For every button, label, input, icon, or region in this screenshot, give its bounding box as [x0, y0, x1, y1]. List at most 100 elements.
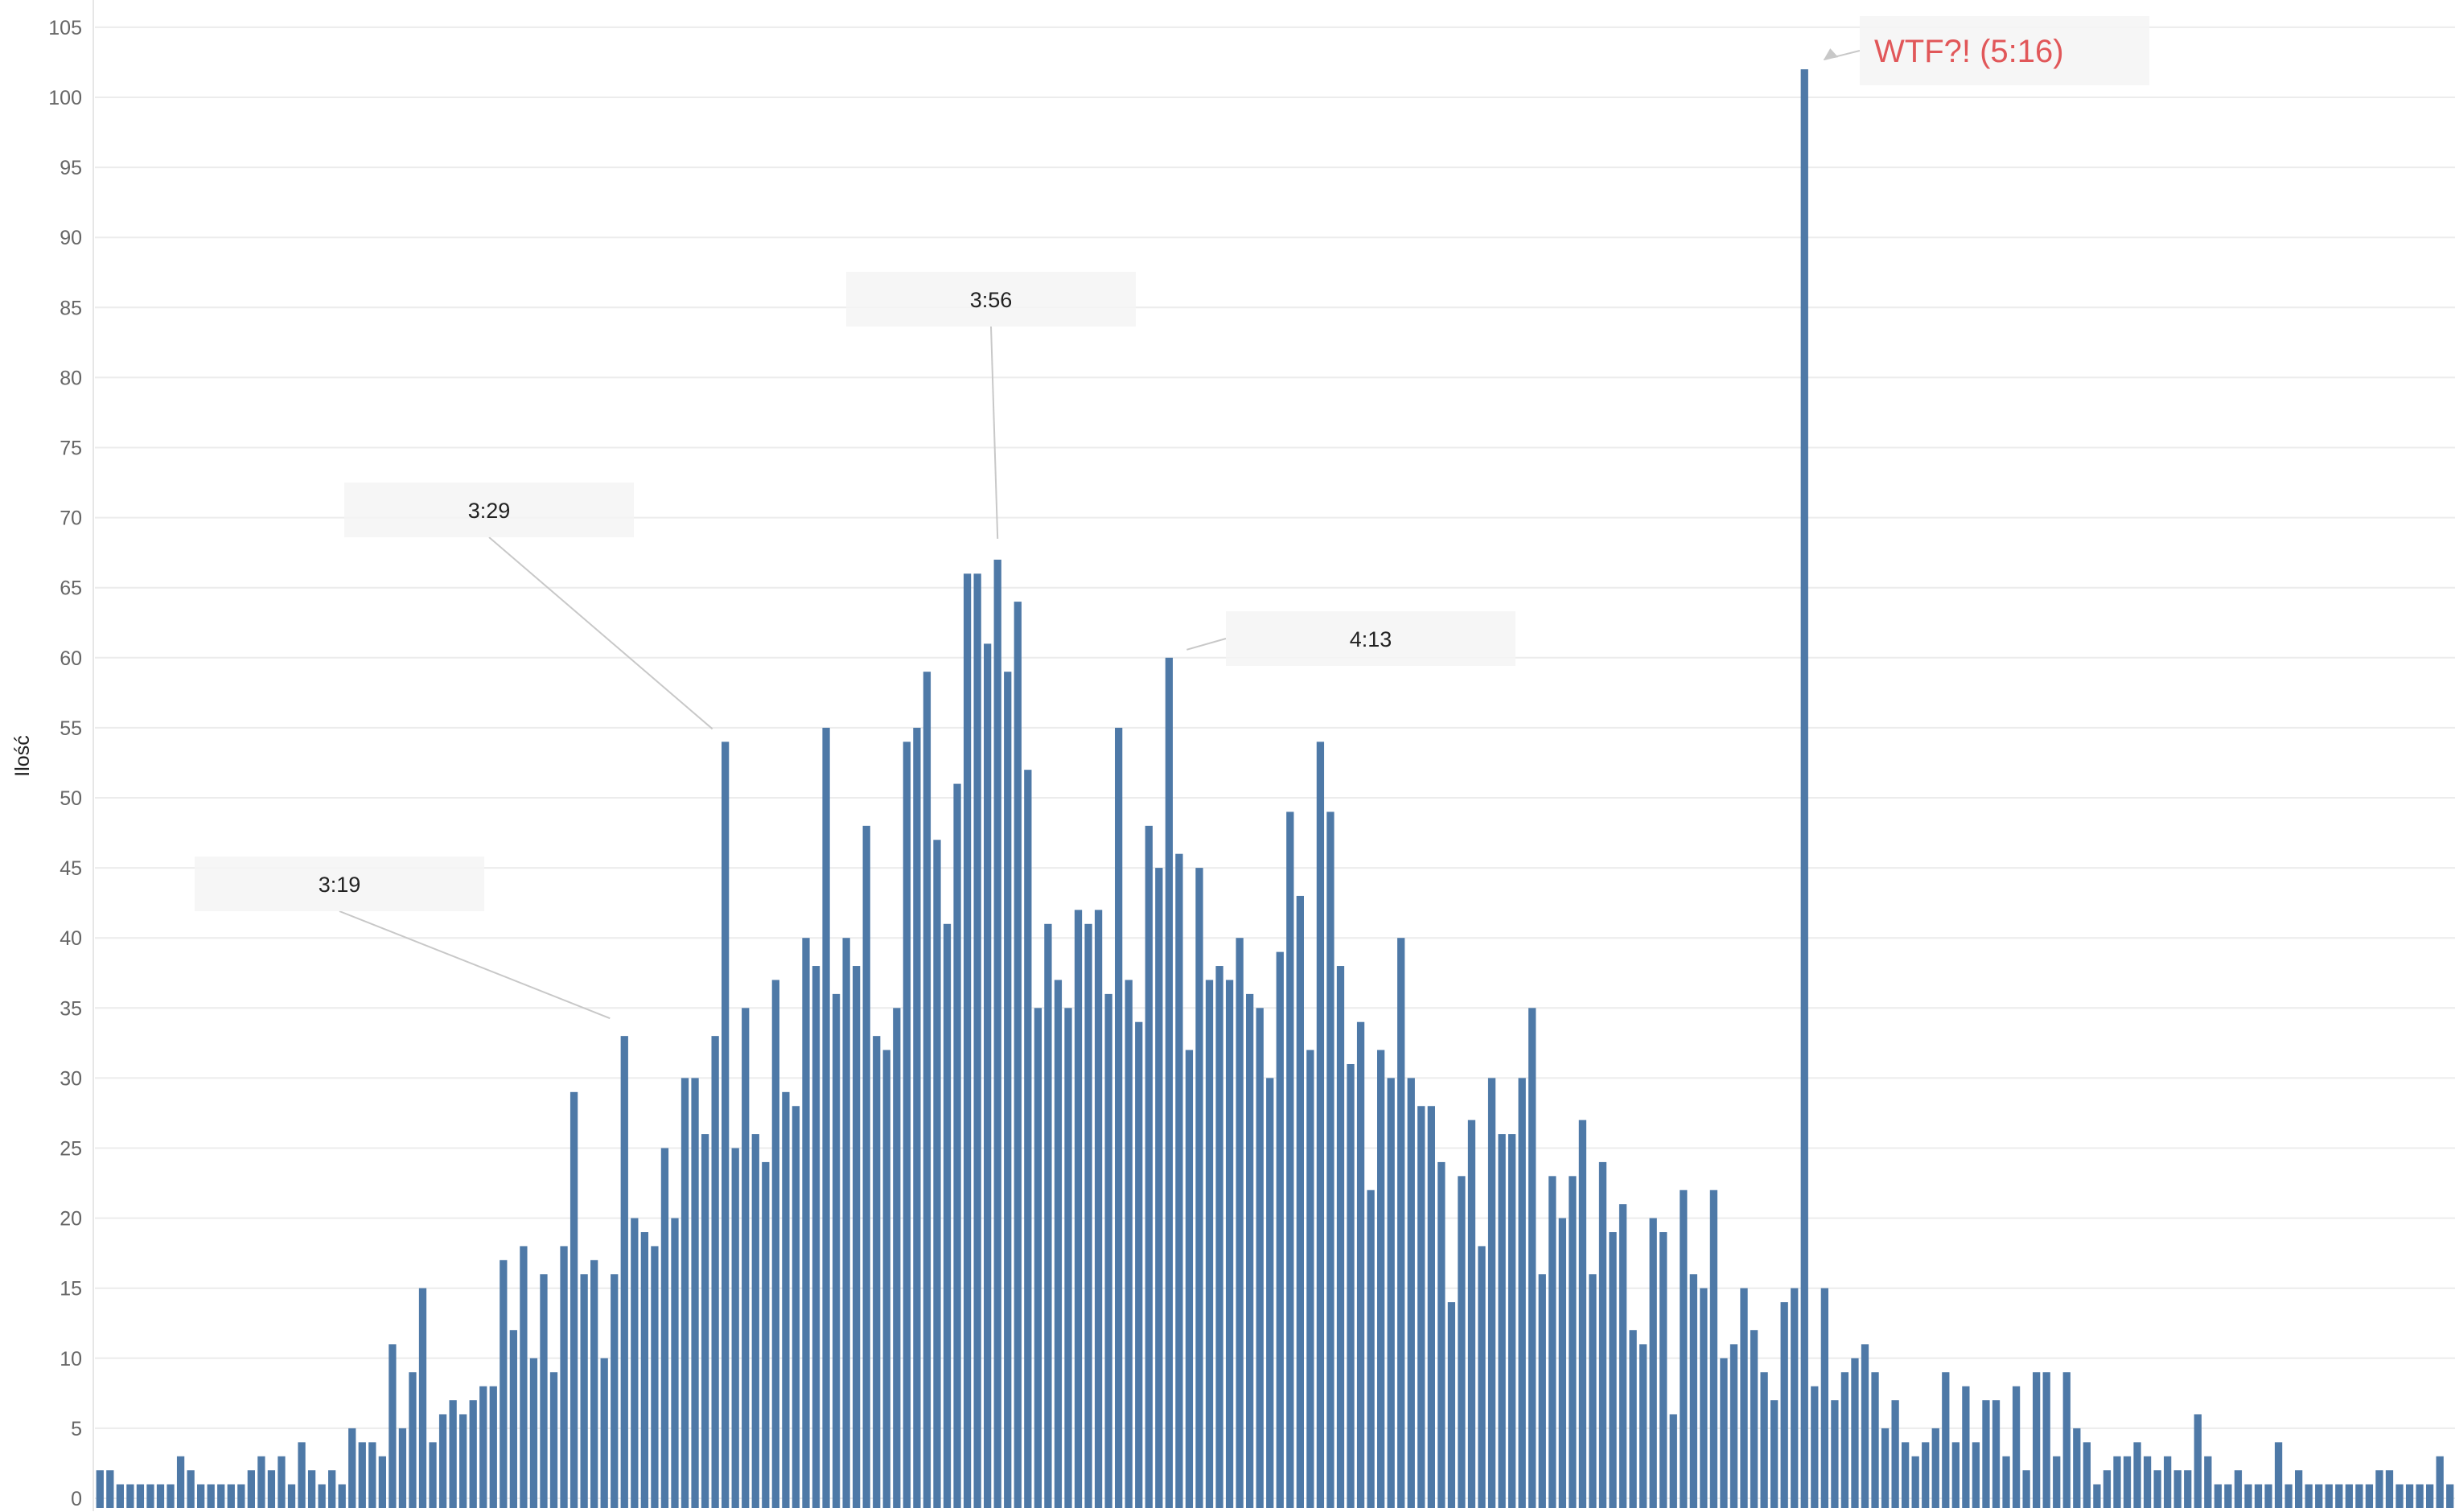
bar — [1417, 1106, 1425, 1508]
bar — [1780, 1302, 1788, 1508]
bar — [1407, 1078, 1415, 1508]
bar — [2264, 1484, 2272, 1508]
bar — [1215, 966, 1223, 1508]
annotation-label: WTF?! (5:16) — [1874, 34, 2064, 69]
y-tick-label: 95 — [60, 157, 82, 179]
bar — [1377, 1050, 1385, 1508]
bar — [278, 1456, 286, 1508]
bar — [2053, 1456, 2061, 1508]
bar — [1831, 1400, 1839, 1508]
bar — [1720, 1358, 1728, 1508]
bar — [903, 742, 911, 1508]
bar — [469, 1400, 477, 1508]
y-tick-label: 30 — [60, 1067, 82, 1090]
annotation-label: 4:13 — [1350, 627, 1392, 651]
bar — [2073, 1428, 2081, 1508]
bar — [1205, 980, 1214, 1508]
bar — [1538, 1274, 1546, 1508]
bar — [1972, 1442, 1980, 1508]
bar — [389, 1344, 397, 1508]
bar — [1387, 1078, 1395, 1508]
bar — [298, 1442, 306, 1508]
bar — [701, 1134, 709, 1508]
bar — [2143, 1456, 2152, 1508]
bar — [287, 1484, 296, 1508]
gridlines — [93, 0, 2455, 1511]
bar — [1356, 1021, 1365, 1508]
bar — [671, 1218, 679, 1508]
bar — [1669, 1414, 1677, 1508]
bar — [429, 1442, 437, 1508]
bar — [2315, 1484, 2323, 1508]
bar — [2365, 1484, 2374, 1508]
bar — [2295, 1470, 2303, 1508]
bar — [611, 1274, 619, 1508]
bar — [176, 1456, 185, 1508]
annotation-box — [344, 483, 634, 537]
bar — [1367, 1189, 1375, 1508]
y-tick-label: 45 — [60, 857, 82, 880]
bar — [136, 1484, 145, 1508]
bar — [984, 643, 992, 1508]
bar — [307, 1470, 316, 1508]
bar — [1811, 1386, 1819, 1508]
bar — [580, 1274, 588, 1508]
bar — [2184, 1470, 2192, 1508]
bars — [96, 69, 2454, 1508]
bar — [1437, 1161, 1445, 1508]
bar — [2133, 1442, 2141, 1508]
bar — [2224, 1484, 2232, 1508]
y-tick-label: 80 — [60, 367, 82, 389]
bar — [1578, 1120, 1587, 1508]
bar — [600, 1358, 608, 1508]
bar — [1044, 923, 1052, 1508]
bar — [2284, 1484, 2293, 1508]
bar — [2234, 1470, 2243, 1508]
bar — [2395, 1484, 2404, 1508]
bar — [529, 1358, 538, 1508]
bar — [842, 938, 850, 1508]
bar — [438, 1414, 447, 1508]
bar — [1246, 993, 1254, 1508]
bar — [1820, 1288, 1828, 1508]
bar — [1861, 1344, 1869, 1508]
bar — [2254, 1484, 2263, 1508]
bar — [1922, 1442, 1930, 1508]
bar — [1528, 1008, 1536, 1508]
bar — [418, 1288, 427, 1508]
bar — [1236, 938, 1244, 1508]
bar — [1266, 1078, 1274, 1508]
bar — [1992, 1400, 2001, 1508]
bar — [762, 1161, 770, 1508]
bar — [2123, 1456, 2132, 1508]
bar — [197, 1484, 205, 1508]
bar — [267, 1470, 276, 1508]
bar — [1508, 1134, 1516, 1508]
bar — [1034, 1008, 1042, 1508]
bar — [1316, 742, 1325, 1508]
bar — [1276, 951, 1284, 1508]
y-tick-label: 0 — [71, 1488, 82, 1510]
bar — [993, 559, 1001, 1508]
bar — [1447, 1302, 1456, 1508]
bar — [1942, 1372, 1950, 1508]
y-tick-label: 40 — [60, 927, 82, 950]
bar — [1326, 811, 1334, 1508]
bar — [328, 1470, 336, 1508]
bar — [2375, 1470, 2383, 1508]
bar — [1770, 1400, 1779, 1508]
bar — [2214, 1484, 2222, 1508]
bar — [318, 1484, 326, 1508]
bar — [1014, 602, 1022, 1508]
annotation-arrowhead — [1824, 48, 1839, 60]
y-tick-label: 65 — [60, 577, 82, 600]
bar — [2436, 1456, 2444, 1508]
bar — [2113, 1456, 2121, 1508]
bar — [1902, 1442, 1910, 1508]
bar — [1195, 868, 1203, 1508]
y-tick-label: 25 — [60, 1138, 82, 1161]
annotation-connector — [488, 536, 713, 730]
y-tick-label: 60 — [60, 647, 82, 670]
bar — [691, 1078, 699, 1508]
bar — [520, 1246, 528, 1508]
